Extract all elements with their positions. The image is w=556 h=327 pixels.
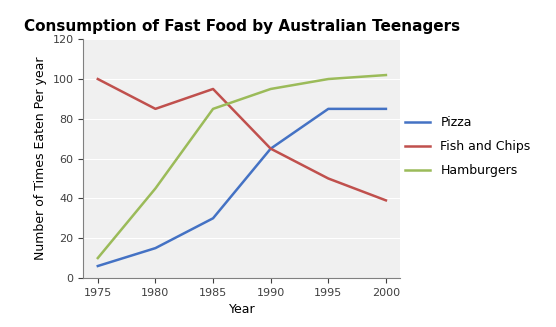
- Pizza: [95, 264, 101, 268]
- Fish and Chips: [267, 147, 274, 151]
- Title: Consumption of Fast Food by Australian Teenagers: Consumption of Fast Food by Australian T…: [24, 19, 460, 34]
- Pizza: [152, 246, 159, 250]
- Pizza: [267, 147, 274, 151]
- Pizza: [210, 216, 216, 220]
- Line: Hamburgers: Hamburgers: [98, 75, 386, 258]
- Fish and Chips: [95, 77, 101, 81]
- Fish and Chips: [210, 87, 216, 91]
- Fish and Chips: [152, 107, 159, 111]
- Line: Fish and Chips: Fish and Chips: [98, 79, 386, 200]
- Line: Pizza: Pizza: [98, 109, 386, 266]
- Hamburgers: [95, 256, 101, 260]
- Legend: Pizza, Fish and Chips, Hamburgers: Pizza, Fish and Chips, Hamburgers: [400, 111, 535, 182]
- Pizza: [383, 107, 389, 111]
- Hamburgers: [325, 77, 331, 81]
- Fish and Chips: [325, 177, 331, 181]
- Fish and Chips: [383, 198, 389, 202]
- Hamburgers: [210, 107, 216, 111]
- Hamburgers: [383, 73, 389, 77]
- Hamburgers: [267, 87, 274, 91]
- X-axis label: Year: Year: [229, 303, 255, 316]
- Pizza: [325, 107, 331, 111]
- Y-axis label: Number of Times Eaten Per year: Number of Times Eaten Per year: [34, 57, 47, 260]
- Hamburgers: [152, 186, 159, 190]
